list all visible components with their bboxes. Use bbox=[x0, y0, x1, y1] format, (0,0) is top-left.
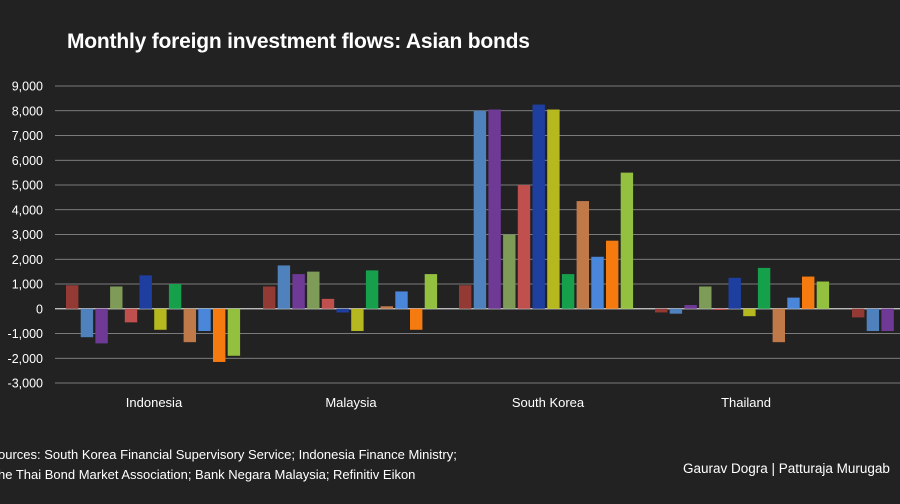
bar bbox=[154, 308, 167, 330]
y-tick-label: 5,000 bbox=[12, 179, 43, 193]
bar bbox=[277, 265, 291, 309]
source-line-1: ources: South Korea Financial Supervisor… bbox=[0, 447, 457, 462]
bar bbox=[881, 308, 894, 332]
x-tick-label: South Korea bbox=[512, 395, 585, 410]
y-tick-label: -3,000 bbox=[8, 377, 43, 391]
bar bbox=[198, 308, 211, 332]
x-axis-tick-labels: Indonesia Malaysia South Korea Thailand bbox=[126, 395, 771, 410]
bar bbox=[713, 308, 727, 310]
author-credit: Gaurav Dogra | Patturaja Murugab bbox=[683, 461, 890, 476]
x-tick-label: Indonesia bbox=[126, 395, 183, 410]
bar bbox=[655, 308, 668, 313]
y-tick-label: 7,000 bbox=[12, 129, 43, 143]
y-tick-label: 8,000 bbox=[12, 104, 43, 118]
bar bbox=[424, 274, 438, 309]
bar bbox=[503, 234, 516, 309]
bar bbox=[757, 267, 771, 309]
bar bbox=[380, 306, 393, 309]
bar bbox=[473, 110, 487, 309]
bar bbox=[802, 276, 815, 309]
y-tick-label: 9,000 bbox=[12, 80, 43, 94]
bar bbox=[787, 297, 800, 309]
bar bbox=[591, 256, 604, 309]
y-tick-label: 3,000 bbox=[12, 228, 43, 242]
bar bbox=[351, 308, 364, 332]
y-axis-tick-labels: -3,000 -2,000 -1,000 0 1,000 2,000 3,000 4,000 5… bbox=[8, 80, 44, 391]
source-note: ources: South Korea Financial Supervisor… bbox=[0, 445, 457, 485]
bar bbox=[606, 240, 619, 309]
bar bbox=[124, 308, 138, 323]
bar bbox=[213, 308, 226, 362]
y-tick-label: 2,000 bbox=[12, 253, 43, 267]
y-tick-label: -1,000 bbox=[8, 327, 43, 341]
bar bbox=[365, 270, 379, 309]
bar bbox=[110, 286, 123, 309]
x-tick-label: Malaysia bbox=[325, 395, 377, 410]
bar bbox=[743, 308, 756, 317]
bar bbox=[547, 109, 560, 309]
bar bbox=[772, 308, 785, 343]
bar bbox=[410, 308, 423, 330]
bar bbox=[517, 185, 531, 309]
bar bbox=[459, 285, 472, 309]
chart-title: Monthly foreign investment flows: Asian … bbox=[67, 30, 530, 53]
bar bbox=[561, 274, 575, 309]
y-tick-label: 4,000 bbox=[12, 203, 43, 217]
bar bbox=[684, 305, 697, 309]
bar bbox=[669, 308, 683, 314]
y-tick-label: 1,000 bbox=[12, 278, 43, 292]
y-tick-label: -2,000 bbox=[8, 352, 43, 366]
bar bbox=[80, 308, 94, 338]
bar bbox=[336, 308, 349, 313]
x-tick-label: Thailand bbox=[721, 395, 771, 410]
bar bbox=[321, 298, 335, 309]
bar bbox=[866, 308, 880, 332]
bar bbox=[852, 308, 865, 318]
bar bbox=[227, 308, 241, 356]
bar bbox=[292, 274, 305, 309]
bar bbox=[576, 201, 589, 309]
bar bbox=[307, 271, 320, 309]
bar bbox=[183, 308, 196, 343]
y-tick-label: 6,000 bbox=[12, 154, 43, 168]
bars bbox=[66, 104, 894, 362]
bar bbox=[139, 275, 152, 309]
bar bbox=[699, 286, 712, 309]
bar bbox=[728, 277, 741, 309]
bar bbox=[532, 104, 545, 309]
bar bbox=[168, 284, 182, 309]
bar bbox=[816, 281, 830, 309]
bar bbox=[95, 308, 108, 344]
bar bbox=[488, 109, 501, 309]
source-line-2: he Thai Bond Market Association; Bank Ne… bbox=[0, 467, 416, 482]
bar bbox=[263, 286, 276, 309]
bar bbox=[620, 172, 634, 309]
y-tick-label: 0 bbox=[36, 302, 43, 316]
bar bbox=[66, 285, 79, 309]
bar bbox=[395, 291, 408, 309]
